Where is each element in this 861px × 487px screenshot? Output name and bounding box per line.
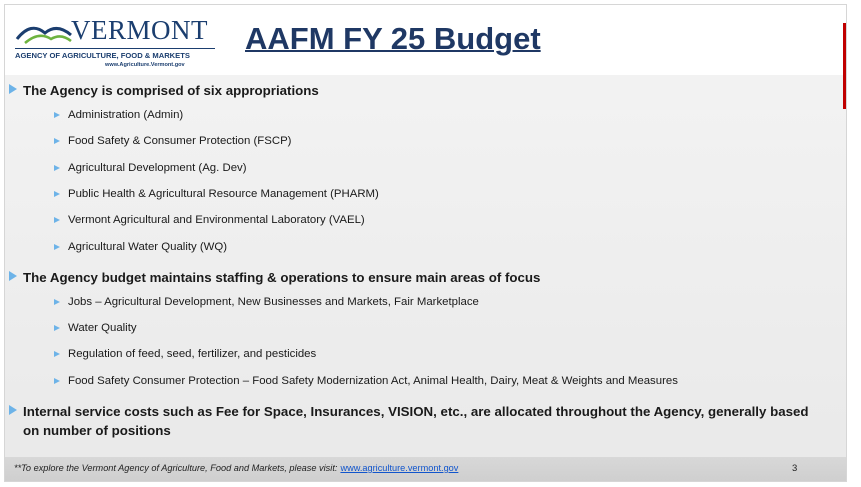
sub-bullet-text: Vermont Agricultural and Environmental L… [68, 214, 365, 227]
bullet-list: The Agency is comprised of six appropria… [5, 5, 846, 481]
sub-bullet-marker [54, 217, 60, 224]
sub-bullet-marker [54, 243, 60, 250]
sub-bullet-text: Public Health & Agricultural Resource Ma… [68, 187, 379, 200]
accent-bar [843, 23, 846, 109]
sub-bullet-text: Jobs – Agricultural Development, New Bus… [68, 295, 479, 308]
sub-bullet-text: Food Safety & Consumer Protection (FSCP) [68, 135, 292, 148]
logo-agency: AGENCY OF AGRICULTURE, FOOD & MARKETS [15, 51, 190, 60]
bullet-marker [9, 405, 17, 415]
sub-bullet-text: Agricultural Development (Ag. Dev) [68, 161, 247, 174]
bullet-text: The Agency budget maintains staffing & o… [23, 269, 541, 285]
header: VERMONT AGENCY OF AGRICULTURE, FOOD & MA… [5, 5, 846, 75]
sub-bullet-marker [54, 377, 60, 384]
sub-bullet-marker [54, 325, 60, 332]
slide-title: AAFM FY 25 Budget [245, 21, 541, 56]
footer-note: **To explore the Vermont Agency of Agric… [14, 463, 458, 473]
logo-rule [15, 48, 215, 49]
bullet-text: Internal service costs such as Fee for S… [23, 404, 809, 438]
sub-bullet-text: Agricultural Water Quality (WQ) [68, 240, 228, 253]
logo-mark [15, 26, 72, 44]
sub-bullet-marker [54, 112, 60, 118]
sub-bullet-marker [54, 298, 60, 305]
logo-url: www.Agriculture.Vermont.gov [105, 62, 185, 68]
logo: VERMONT AGENCY OF AGRICULTURE, FOOD & MA… [13, 13, 218, 71]
sub-bullet-marker [54, 138, 60, 145]
sub-bullet-marker [54, 164, 60, 171]
page-number: 3 [792, 463, 798, 474]
bullet-marker [9, 84, 17, 94]
bullet-text: The Agency is comprised of six appropria… [23, 83, 319, 98]
sub-bullet-text: Food Safety Consumer Protection – Food S… [68, 374, 678, 387]
sub-bullet-marker [54, 190, 60, 197]
sub-bullet-text: Administration (Admin) [68, 109, 184, 121]
sub-bullet-text: Water Quality [68, 322, 137, 335]
sub-bullet-marker [54, 351, 60, 358]
footer: **To explore the Vermont Agency of Agric… [5, 457, 846, 481]
footer-link[interactable]: www.agriculture.vermont.gov [340, 463, 459, 473]
footer-text: **To explore the Vermont Agency of Agric… [14, 463, 338, 473]
bullet-marker [9, 270, 17, 281]
sub-bullet-text: Regulation of feed, seed, fertilizer, an… [68, 348, 317, 361]
slide: VERMONT AGENCY OF AGRICULTURE, FOOD & MA… [4, 4, 847, 482]
logo-name: VERMONT [71, 15, 208, 45]
